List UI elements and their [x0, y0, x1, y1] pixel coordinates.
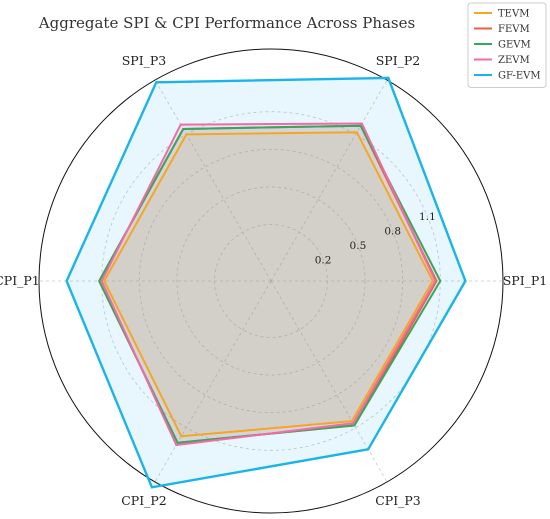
series-area-zevm — [101, 123, 436, 445]
r-tick-label: 1.1 — [419, 211, 436, 223]
legend-label-gevm: GEVM — [498, 40, 531, 51]
legend-label-tevm: TEVM — [498, 9, 529, 20]
series-line-zevm — [100, 122, 437, 447]
chart-title: Aggregate SPI & CPI Performance Across P… — [38, 14, 415, 32]
axis-label-cpi_p2: CPI_P2 — [121, 493, 167, 508]
outer-circle — [38, 48, 504, 514]
axis-labels: SPI_P1 SPI_P2 SPI_P3 CPI_P1 CPI_P2 CPI_P3 — [0, 53, 547, 508]
series-lines — [65, 76, 467, 489]
series-line-gf-evm — [65, 76, 467, 489]
spoke-spi_p2 — [270, 79, 388, 282]
series-line-gevm — [98, 124, 442, 444]
legend-box — [467, 2, 547, 88]
axis-label-spi_p3: SPI_P3 — [122, 53, 167, 68]
series-area-gevm — [99, 125, 441, 443]
spoke-spi_p3 — [154, 79, 272, 282]
axis-label-cpi_p1: CPI_P1 — [0, 273, 40, 288]
axis-label-spi_p1: SPI_P1 — [503, 273, 548, 288]
legend-label-gf-evm: GF-EVM — [498, 71, 541, 82]
r-tick-label: 0.5 — [350, 240, 367, 252]
axis-label-spi_p2: SPI_P2 — [376, 53, 421, 68]
series-fills — [66, 77, 466, 488]
legend-label-fevm: FEVM — [498, 24, 530, 35]
grid-ring-2 — [138, 148, 404, 414]
legend-label-zevm: ZEVM — [498, 55, 530, 66]
grid-ring-1 — [176, 186, 366, 376]
series-area-tevm — [104, 132, 433, 437]
legend: TEVM FEVM GEVM ZEVM GF-EVM — [467, 2, 547, 88]
series-line-tevm — [103, 131, 434, 438]
r-tick-label: 0.2 — [315, 254, 332, 266]
radial-ticks: 0.2 0.5 0.8 1.1 — [315, 211, 436, 266]
series-area-fevm — [99, 125, 437, 443]
series-area-gf-evm — [66, 77, 466, 488]
axis-label-cpi_p3: CPI_P3 — [375, 493, 421, 508]
r-tick-label: 0.8 — [384, 226, 401, 238]
spoke-cpi_p2 — [154, 280, 272, 483]
